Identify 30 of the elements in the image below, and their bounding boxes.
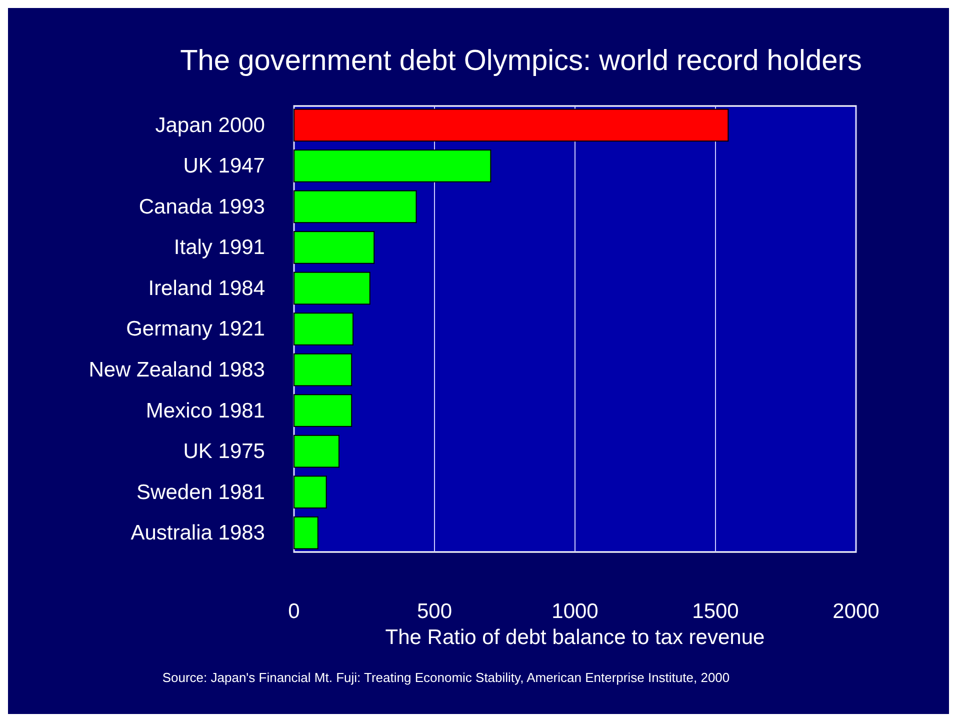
bar [294,353,352,386]
y-tick-label: Mexico 1981 [146,399,265,422]
source-note: Source: Japan's Financial Mt. Fuji: Treating Economic Stability, American Enterprise Institute, 2000 [162,670,730,685]
bar [294,150,492,182]
bar [294,312,354,346]
y-tick-label: New Zealand 1983 [88,358,265,382]
bar [294,190,417,224]
x-tick-label: 500 [416,600,452,623]
y-tick-label: Australia 1983 [130,522,265,545]
bar [294,516,318,550]
y-tick-label: Sweden 1981 [136,480,265,504]
y-tick-label: UK 1947 [183,154,265,178]
y-tick-label: Italy 1991 [174,236,265,260]
y-tick-label: Japan 2000 [155,114,265,137]
x-tick-label: 2000 [832,600,880,623]
y-tick-label: UK 1975 [183,440,265,464]
bar [294,434,340,468]
bar [294,476,327,508]
x-tick-label: 1000 [552,600,598,623]
bar [294,394,352,427]
x-axis-title: The Ratio of debt balance to tax revenue [385,626,765,649]
y-tick-label: Germany 1921 [126,318,265,341]
x-tick-label: 1500 [692,600,739,623]
bar [294,108,729,142]
y-tick-label: Ireland 1984 [148,276,266,300]
chart-title: The government debt Olympics: world record holders [180,45,862,77]
x-tick-label: 0 [288,600,300,623]
bar [294,231,375,264]
y-tick-label: Canada 1993 [138,195,265,218]
bar [294,272,370,305]
